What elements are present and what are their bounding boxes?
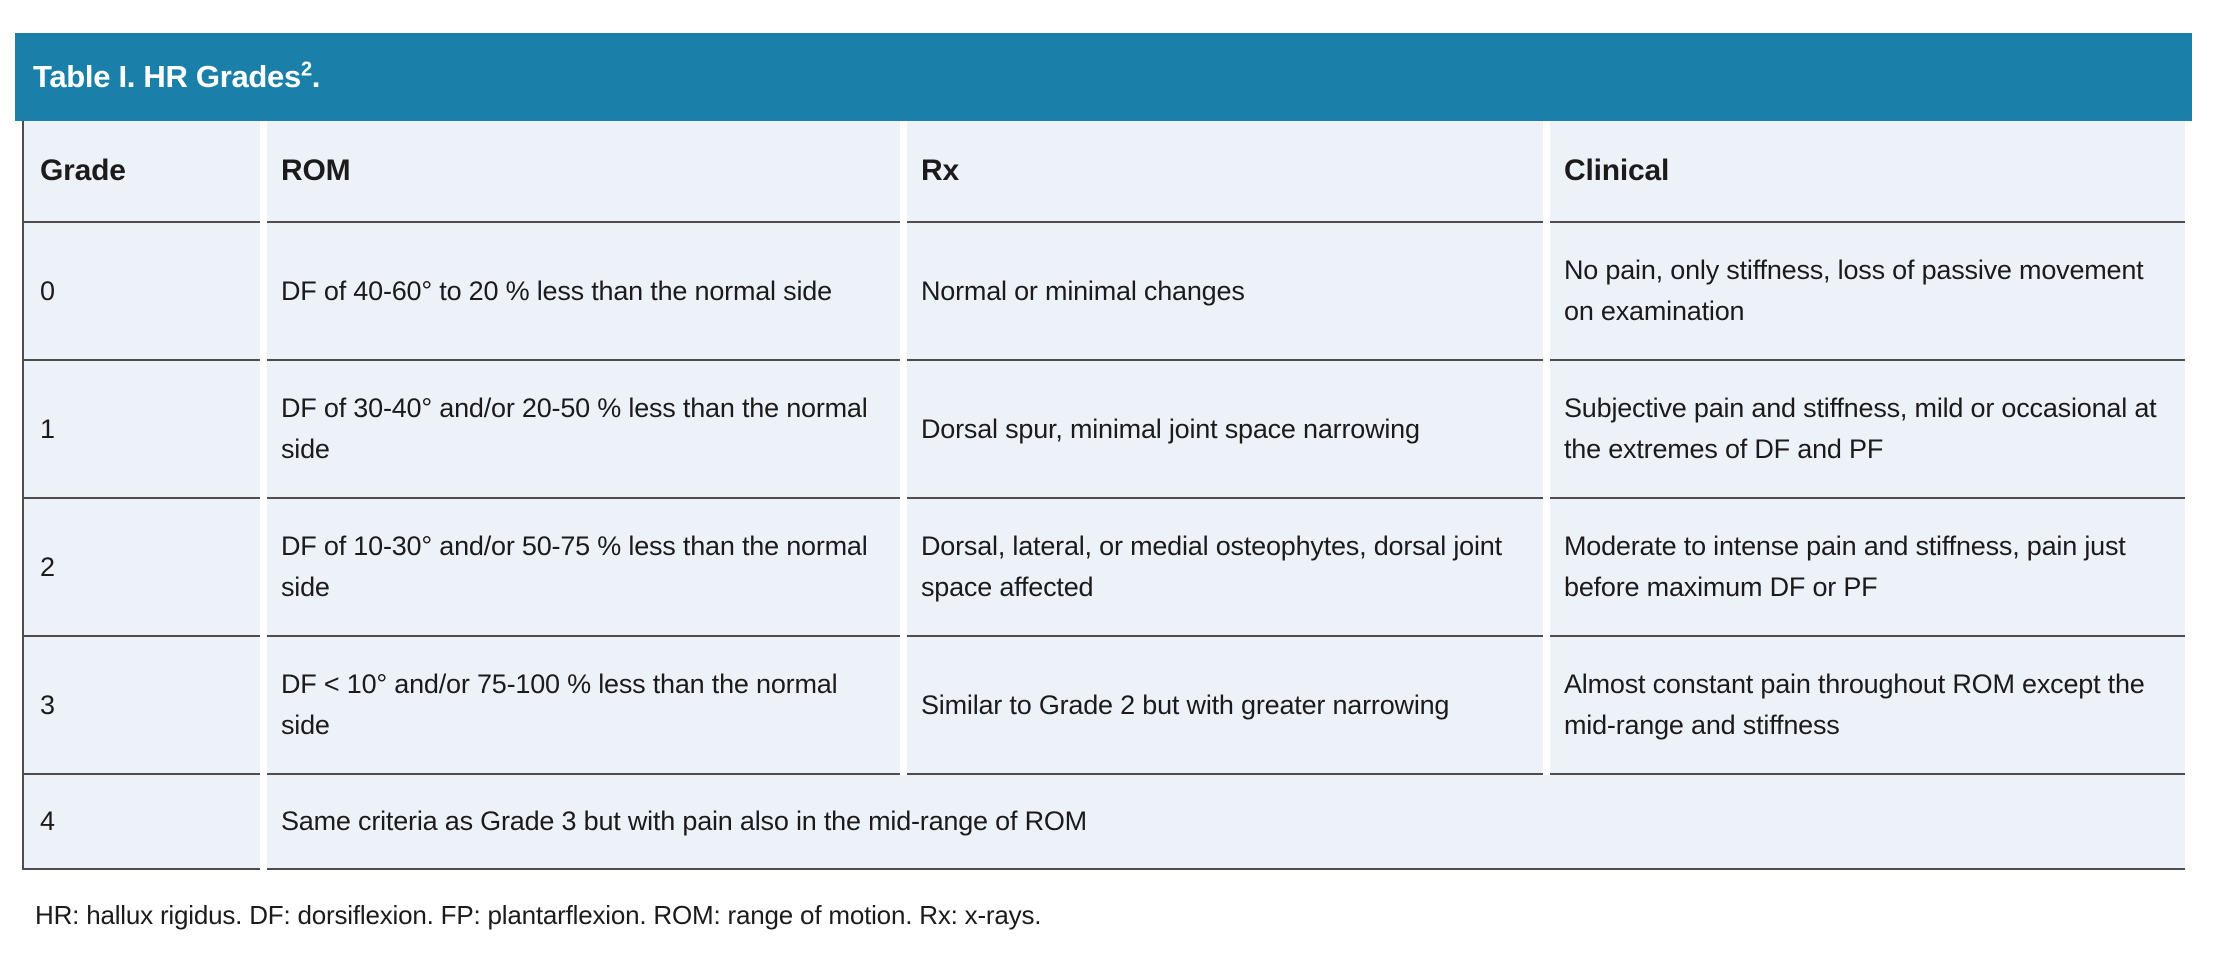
cell-grade: 4 bbox=[22, 775, 260, 870]
cell-rx: Dorsal spur, minimal joint space narrowi… bbox=[907, 361, 1543, 499]
cell-grade: 1 bbox=[22, 361, 260, 499]
header-row: Grade ROM Rx Clinical bbox=[22, 121, 2185, 223]
cell-rx: Normal or minimal changes bbox=[907, 223, 1543, 361]
cell-rx: Similar to Grade 2 but with greater narr… bbox=[907, 637, 1543, 775]
table-row-grade-2: 2 DF of 10-30° and/or 50-75 % less than … bbox=[22, 499, 2185, 637]
table-footnote: HR: hallux rigidus. DF: dorsiflexion. FP… bbox=[35, 900, 1042, 930]
cell-rom: DF < 10° and/or 75-100 % less than the n… bbox=[267, 637, 900, 775]
cell-spanning-criteria: Same criteria as Grade 3 but with pain a… bbox=[267, 775, 2185, 870]
table-title: Table I. HR Grades2. bbox=[33, 59, 320, 95]
cell-clinical: Moderate to intense pain and stiffness, … bbox=[1550, 499, 2185, 637]
cell-rom: DF of 40-60° to 20 % less than the norma… bbox=[267, 223, 900, 361]
cell-grade: 2 bbox=[22, 499, 260, 637]
cell-clinical: Almost constant pain throughout ROM exce… bbox=[1550, 637, 2185, 775]
cell-rom: DF of 30-40° and/or 20-50 % less than th… bbox=[267, 361, 900, 499]
table-title-text: Table I. HR Grades bbox=[33, 59, 301, 94]
table-title-period: . bbox=[311, 59, 321, 94]
table-row-grade-1: 1 DF of 30-40° and/or 20-50 % less than … bbox=[22, 361, 2185, 499]
table-row-grade-0: 0 DF of 40-60° to 20 % less than the nor… bbox=[22, 223, 2185, 361]
cell-grade: 3 bbox=[22, 637, 260, 775]
table-row-grade-3: 3 DF < 10° and/or 75-100 % less than the… bbox=[22, 637, 2185, 775]
hr-grades-table: Table I. HR Grades2. Grade ROM Rx Clinic… bbox=[15, 33, 2192, 932]
column-header-rx: Rx bbox=[907, 121, 1543, 223]
table-row-grade-4: 4 Same criteria as Grade 3 but with pain… bbox=[22, 775, 2185, 870]
column-header-rom: ROM bbox=[267, 121, 900, 223]
cell-grade: 0 bbox=[22, 223, 260, 361]
cell-clinical: No pain, only stiffness, loss of passive… bbox=[1550, 223, 2185, 361]
grades-table: Grade ROM Rx Clinical 0 DF of 40-60° to … bbox=[15, 121, 2192, 870]
cell-rx: Dorsal, lateral, or medial osteophytes, … bbox=[907, 499, 1543, 637]
table-title-bar: Table I. HR Grades2. bbox=[15, 33, 2192, 121]
column-header-grade: Grade bbox=[22, 121, 260, 223]
cell-rom: DF of 10-30° and/or 50-75 % less than th… bbox=[267, 499, 900, 637]
column-header-clinical: Clinical bbox=[1550, 121, 2185, 223]
table-title-reference-superscript: 2 bbox=[300, 58, 312, 81]
cell-clinical: Subjective pain and stiffness, mild or o… bbox=[1550, 361, 2185, 499]
